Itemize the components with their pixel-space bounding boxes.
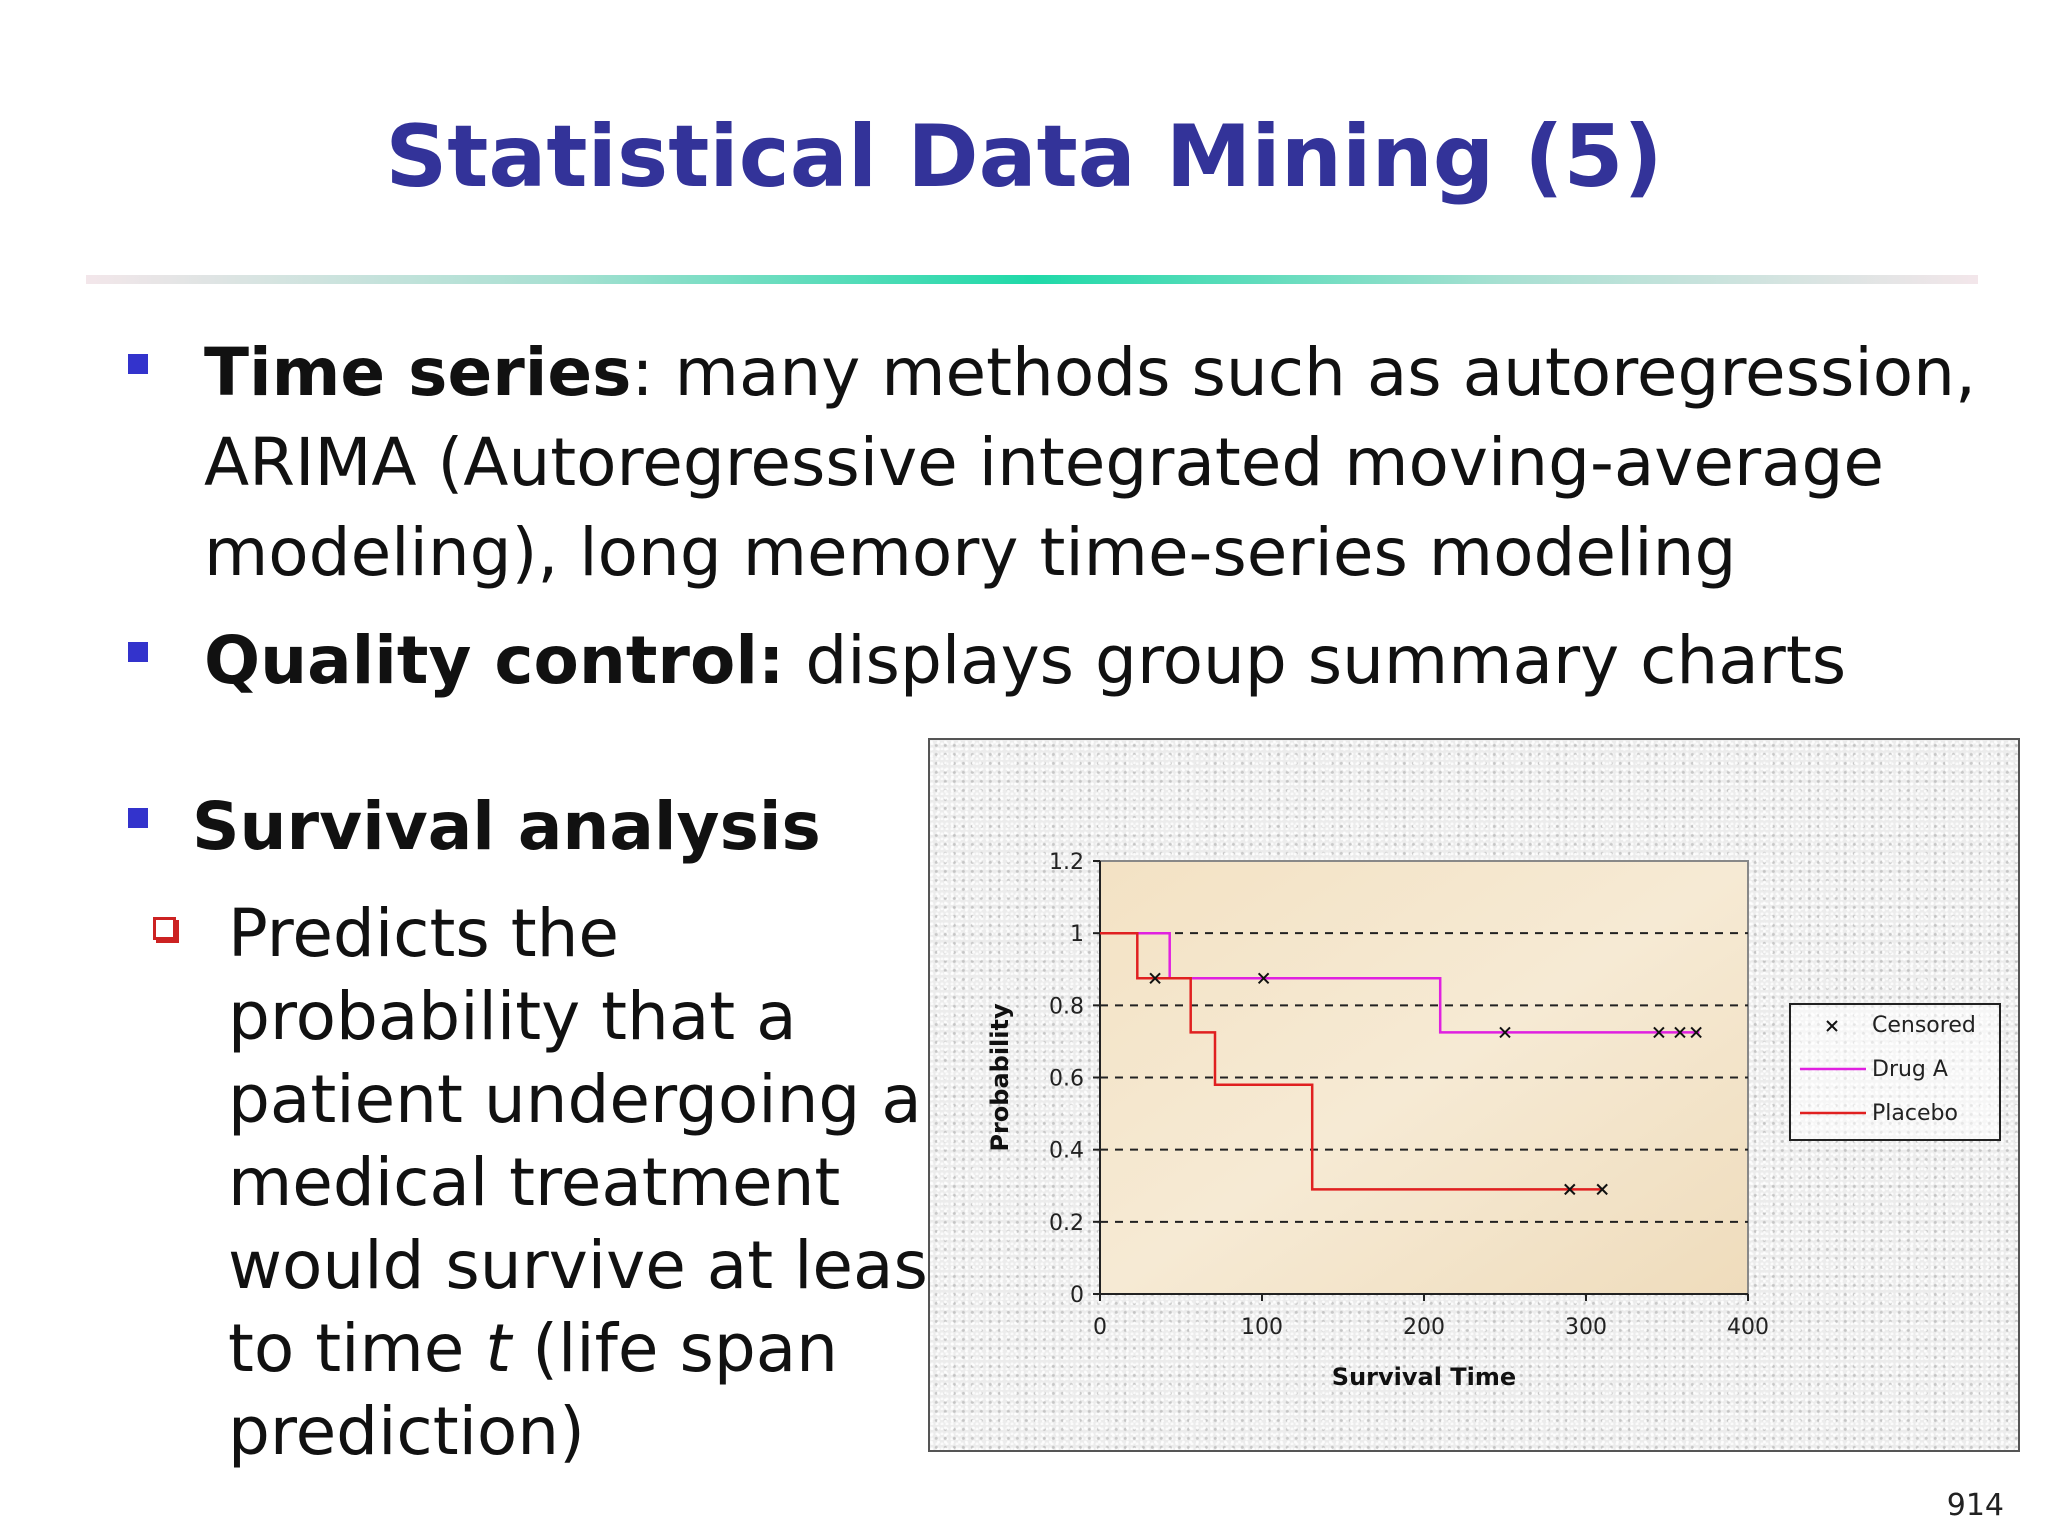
bullet-time-series: Time series: many methods such as autore… xyxy=(204,328,1976,598)
sub-line: Predicts the xyxy=(228,895,620,972)
sub-line: medical treatment xyxy=(228,1144,841,1221)
censored-marker xyxy=(1596,1183,1608,1196)
x-axis-label: Survival Time xyxy=(1332,1363,1516,1391)
censored-marker xyxy=(1499,1026,1511,1039)
sub-line: would survive at least xyxy=(228,1227,954,1304)
x-tick-label: 300 xyxy=(1565,1315,1607,1340)
bullet-head: Time series xyxy=(204,334,632,411)
legend-label: Drug A xyxy=(1872,1057,1948,1082)
y-axis-label: Probability xyxy=(986,1003,1014,1152)
y-tick-label: 1.2 xyxy=(1049,850,1084,875)
bullet-quality-control: Quality control: displays group summary … xyxy=(204,616,1846,706)
y-tick-label: 0.4 xyxy=(1049,1139,1084,1164)
x-tick-label: 0 xyxy=(1093,1315,1107,1340)
bullet-head: Quality control: xyxy=(204,622,785,699)
sub-line-italic-t: t xyxy=(485,1310,512,1387)
bullet-square-icon xyxy=(128,642,148,662)
censored-marker xyxy=(1653,1026,1665,1039)
bullet-sep: : xyxy=(631,334,654,411)
bullet-line: many methods such as autoregression, xyxy=(674,334,1976,411)
y-tick-label: 0.2 xyxy=(1049,1211,1084,1236)
bullet-square-icon xyxy=(128,808,148,828)
bullet-line: displays group summary charts xyxy=(805,622,1847,699)
survival-chart: 0 0.2 0.4 0.6 0.8 1 1.2 0 100 200 300 400 Survival T… xyxy=(986,850,2001,1391)
sub-line: (life span xyxy=(511,1310,839,1387)
sub-line: patient undergoing a xyxy=(228,1061,922,1138)
slide-title: Statistical Data Mining (5) xyxy=(385,107,1663,207)
sub-line: prediction) xyxy=(228,1393,585,1470)
legend-label: Censored xyxy=(1872,1013,1976,1038)
y-tick-label: 0 xyxy=(1070,1283,1084,1308)
bullet-line: ARIMA (Autoregressive integrated moving-… xyxy=(204,424,1885,501)
legend-label: Placebo xyxy=(1872,1101,1958,1126)
survival-heading: Survival analysis xyxy=(192,788,821,865)
sub-line: to time xyxy=(228,1310,486,1387)
series-line-placebo xyxy=(1100,931,1603,1191)
page-number: 914 xyxy=(1946,1488,2004,1523)
sub-line: probability that a xyxy=(228,978,797,1055)
legend-box xyxy=(1789,1003,2001,1141)
x-tick-label: 400 xyxy=(1727,1315,1769,1340)
censored-marker xyxy=(1564,1183,1576,1196)
title-divider xyxy=(86,275,1978,284)
legend-censored-marker xyxy=(1826,1020,1838,1032)
x-tick-label: 100 xyxy=(1241,1315,1283,1340)
censored-marker xyxy=(1257,972,1270,984)
bullet-square-icon xyxy=(128,354,148,374)
y-tick-label: 1 xyxy=(1070,922,1084,947)
series-line-drug-a xyxy=(1100,931,1700,1034)
y-tick-label: 0.8 xyxy=(1049,994,1084,1019)
sub-bullet-box-icon xyxy=(153,917,176,940)
censored-marker xyxy=(1149,972,1161,984)
x-tick-label: 200 xyxy=(1403,1315,1445,1340)
censored-marker xyxy=(1690,1026,1702,1039)
censored-marker xyxy=(1674,1026,1686,1039)
bullet-line: modeling), long memory time-series model… xyxy=(204,514,1737,591)
survival-description: Predicts the probability that a patient … xyxy=(228,892,954,1473)
y-tick-label: 0.6 xyxy=(1049,1067,1084,1092)
